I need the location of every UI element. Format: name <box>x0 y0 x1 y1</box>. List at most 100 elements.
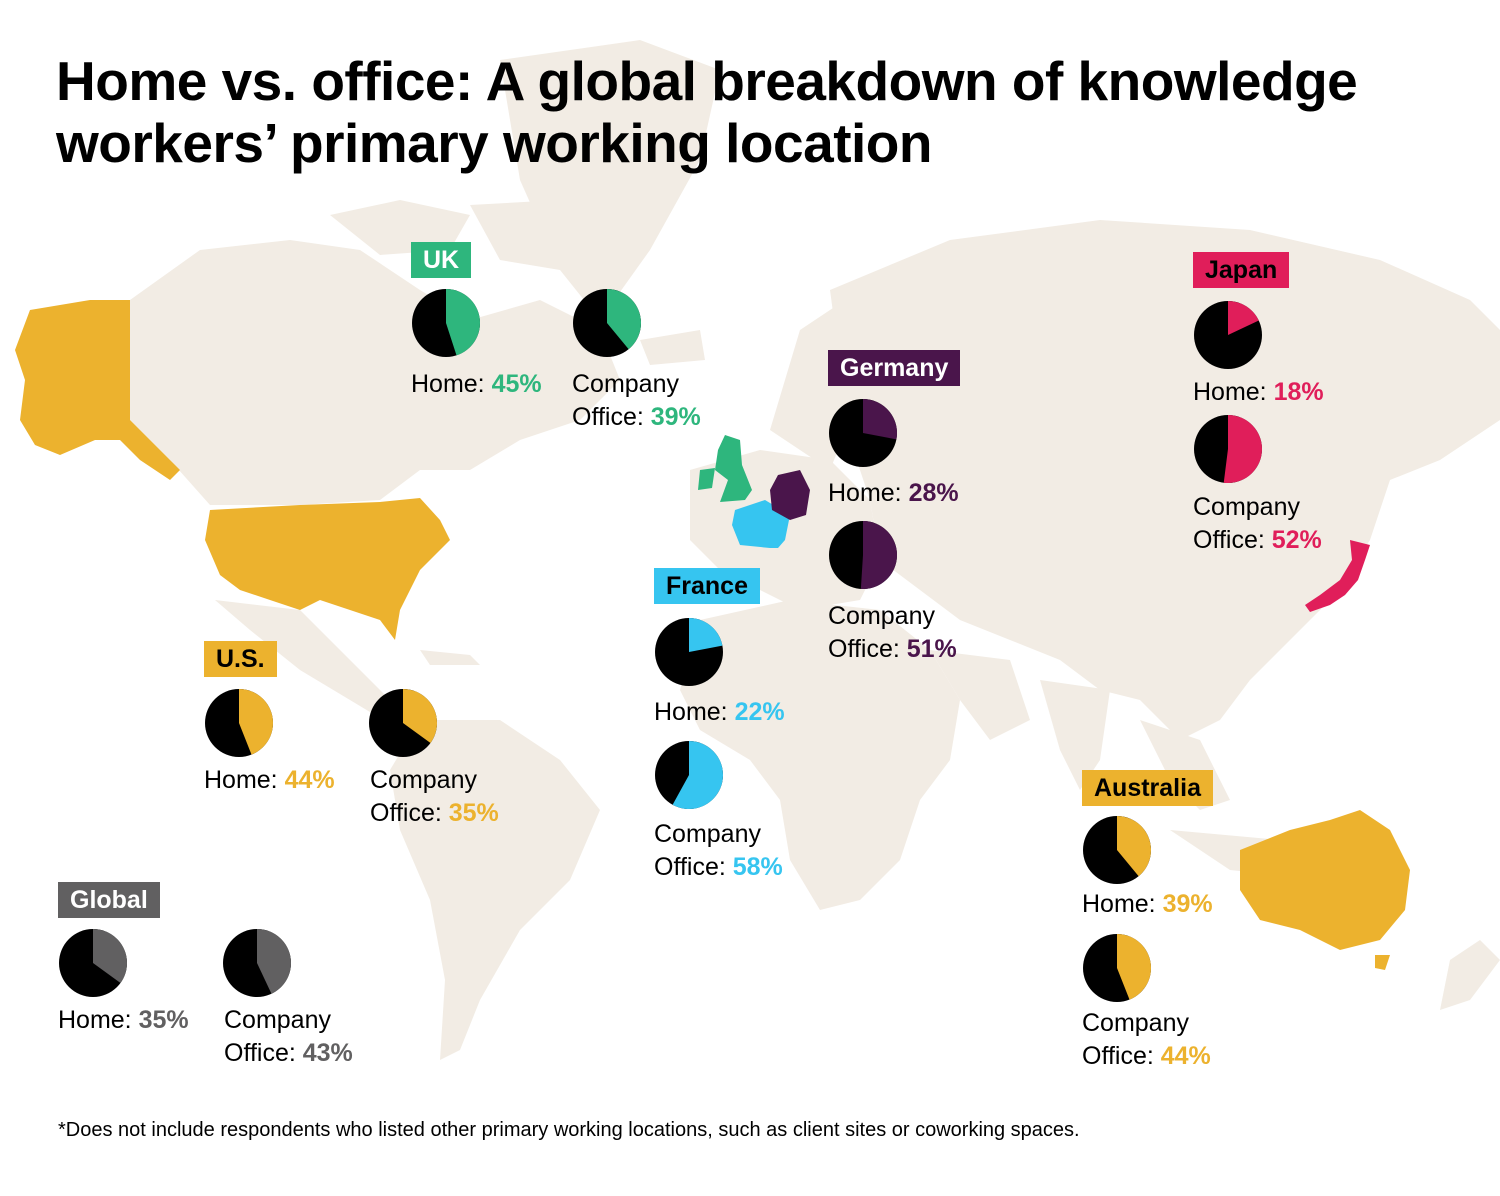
label-germany-home: Home: 28% <box>828 477 959 510</box>
usa-shape <box>205 498 450 640</box>
value-australia-home: 39% <box>1162 890 1213 918</box>
home-text: Home: <box>1082 890 1163 918</box>
pie-uk-home <box>411 288 481 358</box>
pie-svg <box>59 929 127 997</box>
region-tag-uk: UK <box>411 242 472 278</box>
alaska-shape <box>15 300 180 480</box>
australia-shape <box>1240 810 1410 950</box>
pie-slice-japan-home <box>1228 301 1259 335</box>
region-tag-global: Global <box>58 882 160 918</box>
value-japan-office: 52% <box>1271 526 1322 554</box>
ireland-shape <box>698 468 715 490</box>
value-uk-home: 45% <box>491 370 542 398</box>
office-text: Office: <box>224 1039 303 1067</box>
home-text: Home: <box>1193 378 1274 406</box>
pie-svg <box>655 741 723 809</box>
company-text: Company <box>654 820 761 848</box>
region-tag-australia: Australia <box>1082 770 1213 806</box>
office-text: Office: <box>370 799 449 827</box>
region-tag-japan: Japan <box>1193 252 1290 288</box>
home-text: Home: <box>654 698 735 726</box>
office-text: Office: <box>1082 1042 1161 1070</box>
office-text: Office: <box>1193 526 1272 554</box>
france-shape <box>732 500 790 548</box>
company-text: Company <box>828 602 935 630</box>
label-us-home: Home: 44% <box>204 764 335 797</box>
company-text: Company <box>1082 1009 1189 1037</box>
value-global-home: 35% <box>138 1006 189 1034</box>
pie-svg <box>1194 301 1262 369</box>
company-text: Company <box>1193 493 1300 521</box>
pie-svg <box>655 618 723 686</box>
company-text: Company <box>370 766 477 794</box>
pie-slice-uk-home <box>446 289 480 356</box>
pie-slice-us-company-office <box>403 689 437 743</box>
pie-japan-home <box>1193 300 1263 370</box>
pie-slice-global-company-office <box>257 929 291 994</box>
pie-svg <box>412 289 480 357</box>
home-text: Home: <box>58 1006 139 1034</box>
label-australia-office: Company Office: 44% <box>1082 1007 1211 1073</box>
value-germany-office: 51% <box>906 635 957 663</box>
company-text: Company <box>572 370 679 398</box>
pie-svg <box>1194 415 1262 483</box>
value-france-office: 58% <box>732 853 783 881</box>
pie-slice-global-home <box>93 929 127 983</box>
pie-svg <box>1083 816 1151 884</box>
pie-global-office <box>222 928 292 998</box>
pie-australia-office <box>1082 933 1152 1003</box>
pie-japan-office <box>1193 414 1263 484</box>
pie-svg <box>369 689 437 757</box>
label-us-office: Company Office: 35% <box>370 764 499 830</box>
pie-australia-home <box>1082 815 1152 885</box>
pie-svg <box>205 689 273 757</box>
region-tag-us: U.S. <box>204 641 277 677</box>
pie-slice-uk-company-office <box>607 289 641 350</box>
label-germany-office: Company Office: 51% <box>828 600 957 666</box>
home-text: Home: <box>204 766 285 794</box>
region-tag-france: France <box>654 568 760 604</box>
label-global-office: Company Office: 43% <box>224 1004 353 1070</box>
region-tag-germany: Germany <box>828 350 961 386</box>
japan-shape <box>1305 540 1370 612</box>
value-us-office: 35% <box>448 799 499 827</box>
home-text: Home: <box>411 370 492 398</box>
pie-svg <box>1083 934 1151 1002</box>
value-australia-office: 44% <box>1160 1042 1211 1070</box>
value-us-home: 44% <box>284 766 335 794</box>
pie-slice-france-home <box>689 618 723 652</box>
value-france-home: 22% <box>734 698 785 726</box>
pie-us-home <box>204 688 274 758</box>
pie-svg <box>829 521 898 589</box>
pie-us-office <box>368 688 438 758</box>
pie-svg <box>223 929 291 997</box>
pie-france-home <box>654 617 724 687</box>
pie-slice-japan-company-office <box>1223 415 1262 483</box>
pie-slice-australia-company-office <box>1117 934 1151 1000</box>
pie-slice-us-home <box>239 689 273 755</box>
pie-germany-home <box>828 398 898 468</box>
value-uk-office: 39% <box>650 403 701 431</box>
footnote: *Does not include respondents who listed… <box>58 1119 1080 1141</box>
label-japan-home: Home: 18% <box>1193 376 1324 409</box>
pie-slice-australia-home <box>1117 816 1151 877</box>
office-text: Office: <box>828 635 907 663</box>
germany-shape <box>770 470 810 520</box>
pie-slice-germany-home <box>863 399 897 440</box>
value-germany-home: 28% <box>908 479 959 507</box>
label-uk-home: Home: 45% <box>411 368 542 401</box>
label-france-home: Home: 22% <box>654 696 785 729</box>
pie-france-office <box>654 740 724 810</box>
office-text: Office: <box>654 853 733 881</box>
label-global-home: Home: 35% <box>58 1004 189 1037</box>
company-text: Company <box>224 1006 331 1034</box>
pie-global-home <box>58 928 128 998</box>
label-australia-home: Home: 39% <box>1082 888 1213 921</box>
pie-svg <box>573 289 641 357</box>
pie-slice-germany-company-office <box>860 521 898 589</box>
label-uk-office: Company Office: 39% <box>572 368 701 434</box>
tasmania-shape <box>1375 955 1390 970</box>
page-title: Home vs. office: A global breakdown of k… <box>56 50 1358 174</box>
pie-germany-office <box>828 520 898 590</box>
home-text: Home: <box>828 479 909 507</box>
